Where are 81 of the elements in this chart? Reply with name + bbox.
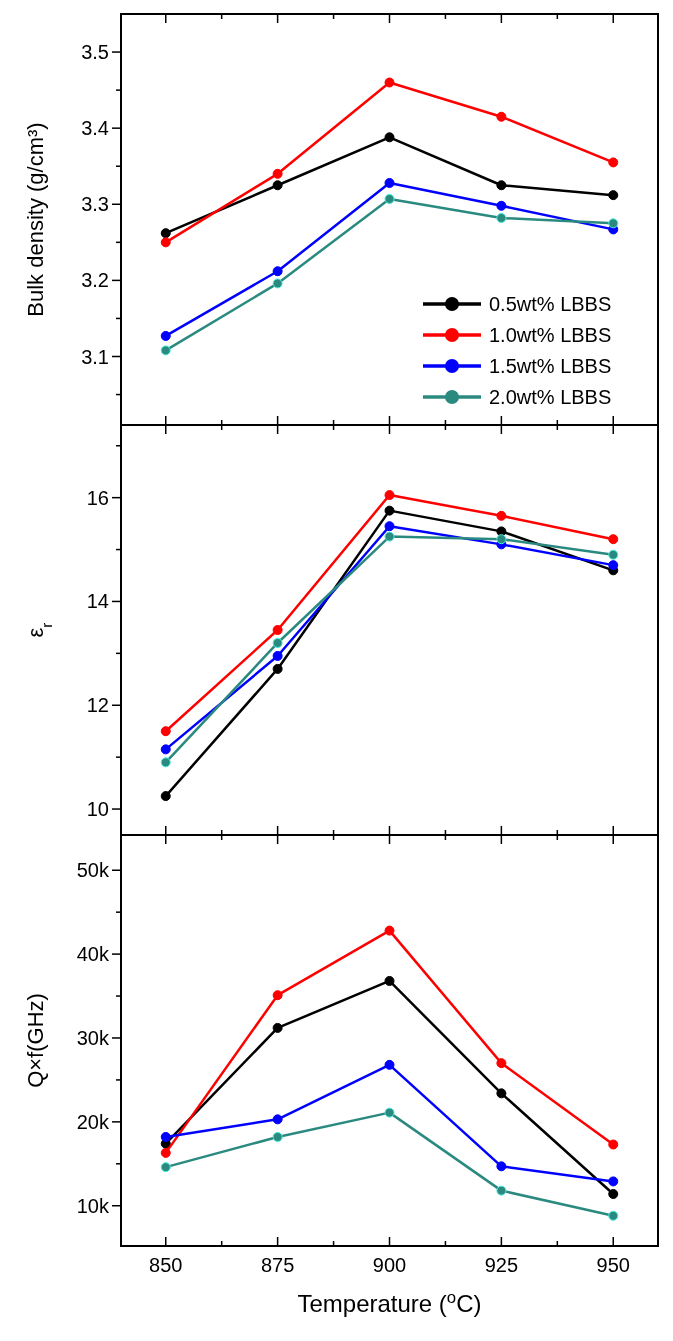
y-tick-label: 30k <box>76 1026 110 1049</box>
y-tick-label: 40k <box>76 943 110 966</box>
point <box>608 560 619 571</box>
point <box>160 791 171 802</box>
point <box>384 77 395 88</box>
point <box>496 1088 507 1099</box>
point <box>384 177 395 188</box>
point <box>160 1162 171 1173</box>
point <box>608 534 619 545</box>
point <box>608 1139 619 1150</box>
point <box>496 200 507 211</box>
point <box>272 650 283 661</box>
point <box>160 345 171 356</box>
point <box>608 157 619 168</box>
y-tick-label: 16 <box>86 486 109 509</box>
point <box>608 1189 619 1199</box>
x-tick-label: 950 <box>596 1254 630 1276</box>
point <box>160 726 171 737</box>
point <box>160 237 171 248</box>
point <box>272 266 283 277</box>
point <box>272 1022 283 1033</box>
point <box>272 625 283 635</box>
y-axis-title: Bulk density (g/cm³) <box>23 122 48 317</box>
point <box>384 132 395 143</box>
point <box>160 744 171 755</box>
point <box>384 975 395 986</box>
point <box>384 1107 395 1118</box>
legend-label: 1.0wt% LBBS <box>489 324 612 346</box>
point <box>496 1185 507 1196</box>
legend-label: 0.5wt% LBBS <box>489 293 612 315</box>
point <box>272 168 283 179</box>
y-axis-title: Q×f(GHz) <box>23 993 48 1088</box>
point <box>160 330 171 341</box>
point <box>272 1131 283 1142</box>
y-tick-label: 14 <box>86 590 109 613</box>
point <box>272 663 283 674</box>
y-tick-label: 3.5 <box>81 41 109 64</box>
point <box>496 1058 507 1069</box>
point <box>608 1210 619 1221</box>
point <box>384 1059 395 1070</box>
point <box>608 190 619 201</box>
point <box>496 510 507 521</box>
x-tick-label: 900 <box>372 1254 407 1276</box>
point <box>384 521 395 532</box>
legend-label: 2.0wt% LBBS <box>489 386 612 408</box>
point <box>272 637 283 648</box>
point <box>384 925 395 936</box>
point <box>160 757 171 768</box>
point <box>608 1176 619 1187</box>
y-tick-label: 50k <box>76 859 110 882</box>
point <box>160 1147 171 1158</box>
point <box>160 1131 171 1142</box>
x-tick-label: 850 <box>149 1254 183 1276</box>
y-tick-label: 3.2 <box>81 269 109 292</box>
y-tick-label: 10k <box>76 1194 110 1217</box>
y-tick-label: 3.3 <box>81 193 109 216</box>
point <box>272 990 283 1001</box>
point <box>496 534 507 545</box>
legend-label: 1.5wt% LBBS <box>489 355 612 377</box>
y-tick-label: 3.4 <box>81 117 109 140</box>
point <box>608 218 619 229</box>
x-tick-label: 925 <box>484 1254 519 1276</box>
point <box>384 490 395 501</box>
y-tick-label: 12 <box>86 694 109 717</box>
y-tick-label: 20k <box>76 1110 110 1133</box>
x-tick-label: 875 <box>260 1254 295 1276</box>
point <box>384 193 395 204</box>
point <box>160 228 171 239</box>
point <box>272 180 283 191</box>
point <box>272 1114 283 1125</box>
point <box>496 212 507 223</box>
point <box>272 278 283 289</box>
point <box>496 180 507 191</box>
point <box>384 531 395 542</box>
y-tick-label: 3.1 <box>81 345 109 368</box>
point <box>384 505 395 516</box>
y-tick-label: 10 <box>86 798 109 821</box>
point <box>496 111 507 122</box>
point <box>496 1161 507 1172</box>
x-axis-title: Temperature ($^{o}$C) <box>297 1287 482 1317</box>
point <box>608 549 619 560</box>
